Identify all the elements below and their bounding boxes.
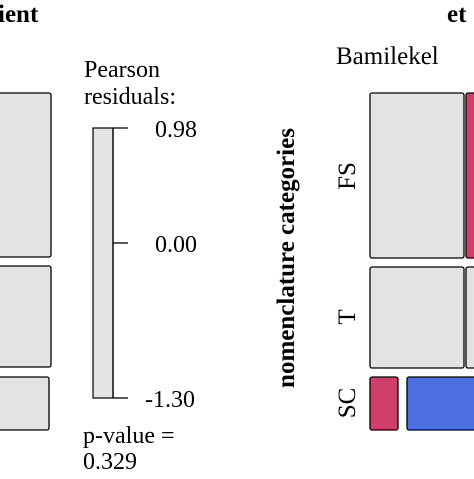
left-tile-middle [0,265,52,368]
legend-tick-label-mid: 0.00 [155,232,197,258]
legend-title-line1: Pearson [84,57,160,83]
left-tile-top [0,92,52,258]
p-value-line1: p-value = [83,423,175,449]
row-label-t: T [334,309,361,324]
column-label-bamilekel: Bamilekel [336,43,439,70]
residual-legend: Pearson residuals: 0.98 0.00 -1.30 p-val… [83,57,197,475]
left-panel-title: ient [0,1,39,28]
tile-fs-bamilekel [369,92,465,259]
tile-sc-positive [369,376,399,431]
tile-t-next-column [465,266,474,369]
tile-t-bamilekel [369,266,465,369]
row-label-sc: SC [334,388,361,419]
left-tile-bottom [0,376,50,431]
row-label-fs: FS [334,162,361,190]
legend-tick-label-top: 0.98 [155,117,197,143]
mosaic-tiles [369,92,474,431]
y-axis-label: nomenclature categories [273,128,300,388]
right-panel-title: et [447,1,467,28]
tile-fs-next-column [465,92,474,259]
legend-color-bar [92,127,114,399]
p-value-line2: 0.329 [83,449,137,474]
legend-title-line2: residuals: [84,84,176,110]
tile-sc-negative [406,376,474,431]
legend-tick-label-bottom: -1.30 [145,387,195,413]
